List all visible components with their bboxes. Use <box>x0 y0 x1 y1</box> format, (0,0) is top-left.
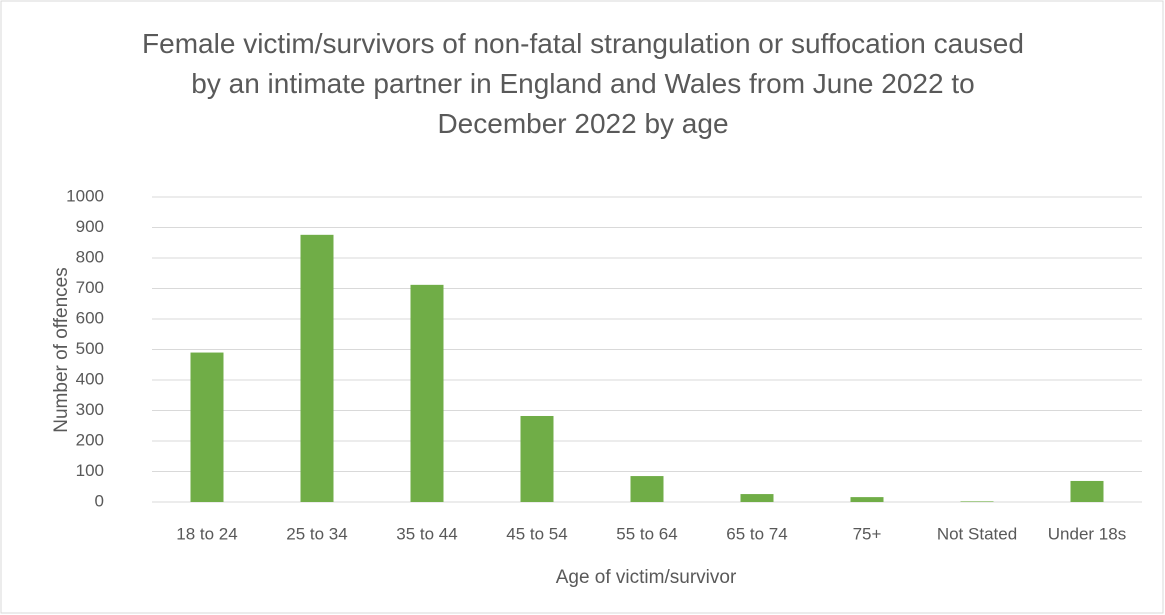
y-tick-label: 300 <box>76 400 104 419</box>
y-tick-label: 600 <box>76 308 104 327</box>
bar <box>410 284 444 502</box>
x-tick-label: 55 to 64 <box>616 524 677 543</box>
x-axis-title: Age of victim/survivor <box>556 567 737 588</box>
bar <box>520 415 554 502</box>
x-tick-label: Not Stated <box>937 524 1017 543</box>
bar <box>850 497 884 502</box>
bar <box>740 494 774 502</box>
y-tick-label: 1000 <box>66 186 104 205</box>
bar <box>300 234 334 502</box>
x-tick-label: 45 to 54 <box>506 524 567 543</box>
x-tick-label: 75+ <box>853 524 882 543</box>
x-tick-label: 25 to 34 <box>286 524 347 543</box>
y-axis-title: Number of offences <box>51 267 72 432</box>
x-tick-label: 65 to 74 <box>726 524 787 543</box>
y-tick-label: 100 <box>76 461 104 480</box>
bar <box>630 476 664 502</box>
y-tick-label: 400 <box>76 369 104 388</box>
y-tick-label: 0 <box>95 491 104 510</box>
y-tick-label: 200 <box>76 430 104 449</box>
x-tick-label: Under 18s <box>1048 524 1126 543</box>
x-tick-label: 18 to 24 <box>176 524 237 543</box>
bar <box>960 501 994 502</box>
x-tick-label: 35 to 44 <box>396 524 457 543</box>
y-tick-label: 500 <box>76 339 104 358</box>
y-tick-label: 900 <box>76 217 104 236</box>
y-tick-label: 800 <box>76 247 104 266</box>
bar <box>190 352 224 502</box>
y-tick-label: 700 <box>76 278 104 297</box>
chart-title: Female victim/survivors of non-fatal str… <box>142 28 1024 139</box>
bar <box>1070 480 1104 502</box>
